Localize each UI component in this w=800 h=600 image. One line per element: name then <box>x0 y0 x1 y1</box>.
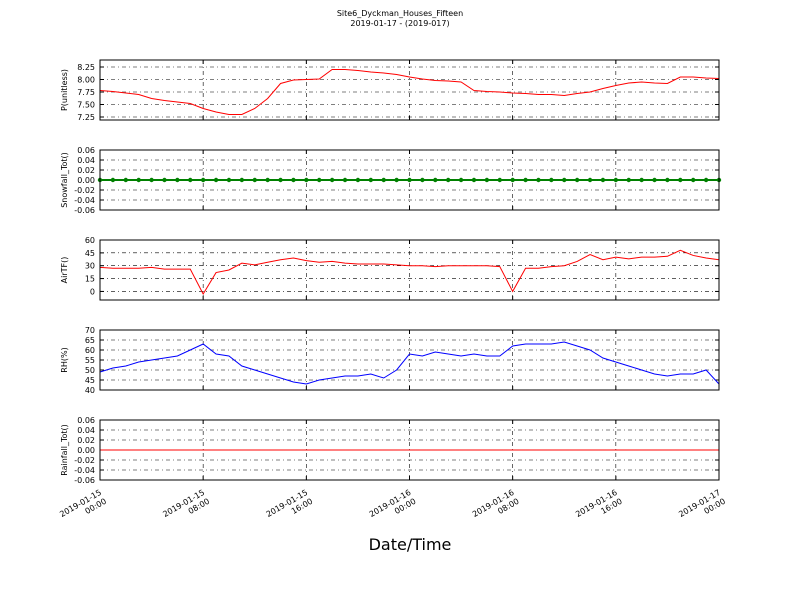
data-line <box>99 249 720 296</box>
data-point <box>510 177 515 183</box>
y-tick-label: 0.00 <box>77 446 95 455</box>
data-point <box>626 177 631 183</box>
y-tick-label: 7.25 <box>77 113 95 122</box>
plot-frame <box>99 419 720 481</box>
data-point <box>317 177 322 183</box>
y-tick-label: 0.06 <box>77 416 95 425</box>
data-point <box>678 177 683 183</box>
y-tick-label: -0.04 <box>74 196 95 205</box>
y-tick-label: 40 <box>85 386 95 395</box>
y-tick-label: -0.02 <box>74 456 95 465</box>
y-axis-label: Snowfall_Tot() <box>60 152 69 208</box>
y-tick-label: 8.00 <box>77 76 95 85</box>
data-point <box>149 177 154 183</box>
data-point <box>136 177 141 183</box>
data-point <box>484 177 490 183</box>
y-tick-label: 0.02 <box>77 166 95 175</box>
y-tick-label: 7.75 <box>77 88 95 97</box>
y-tick-label: -0.06 <box>74 206 95 215</box>
y-tick-label: 30 <box>85 262 95 271</box>
data-point <box>652 177 657 183</box>
data-point <box>445 177 451 183</box>
plot-frame <box>99 239 720 301</box>
data-point <box>523 177 528 183</box>
data-point <box>368 177 374 183</box>
y-tick-label: 0.04 <box>77 426 95 435</box>
data-point <box>587 177 593 183</box>
plot-frame <box>99 329 720 391</box>
data-line <box>99 341 720 385</box>
y-tick-label: 60 <box>85 346 95 355</box>
x-axis-label: Date/Time <box>369 535 452 554</box>
y-tick-label: 7.50 <box>77 101 95 110</box>
data-point <box>549 177 554 183</box>
data-point <box>342 177 348 183</box>
data-point <box>471 177 477 183</box>
y-tick-label: 0.02 <box>77 436 95 445</box>
y-tick-label: -0.02 <box>74 186 95 195</box>
data-point <box>200 177 206 183</box>
y-tick-label: 60 <box>85 236 95 245</box>
data-point <box>665 177 670 183</box>
data-point <box>691 177 696 183</box>
y-tick-label: 0 <box>90 287 95 296</box>
data-point <box>381 177 386 183</box>
data-point <box>458 177 464 183</box>
data-point <box>355 177 361 183</box>
data-point <box>420 177 425 183</box>
data-point <box>639 177 644 183</box>
y-tick-label: 45 <box>85 249 95 258</box>
data-point <box>329 177 335 183</box>
plot-frame <box>99 59 720 121</box>
y-tick-label: 0.06 <box>77 146 95 155</box>
data-point <box>562 177 567 183</box>
data-line <box>99 69 720 115</box>
data-point <box>226 177 232 183</box>
y-tick-label: 70 <box>85 326 95 335</box>
data-point <box>123 177 128 183</box>
data-point <box>536 177 541 183</box>
data-point <box>703 177 709 183</box>
y-tick-label: 65 <box>85 336 95 345</box>
data-point <box>213 177 219 183</box>
y-tick-label: 8.25 <box>77 63 95 72</box>
y-tick-label: 45 <box>85 376 95 385</box>
title: Site6_Dyckman_Houses_Fifteen <box>337 9 463 18</box>
data-point <box>394 177 399 183</box>
data-point <box>497 177 502 183</box>
data-point <box>278 177 283 183</box>
plot-frame <box>99 149 720 211</box>
data-point <box>110 177 116 183</box>
y-tick-label: 0.04 <box>77 156 95 165</box>
data-point <box>433 177 438 183</box>
data-point <box>600 177 606 183</box>
data-point <box>252 177 257 183</box>
y-tick-label: 0.00 <box>77 176 95 185</box>
y-tick-label: 50 <box>85 366 95 375</box>
y-tick-label: 15 <box>85 275 95 284</box>
data-point <box>175 177 180 183</box>
data-point <box>407 177 412 183</box>
y-axis-label: AirTF() <box>60 257 69 284</box>
data-point <box>613 177 619 183</box>
data-point <box>304 177 309 183</box>
y-tick-label: -0.06 <box>74 476 95 485</box>
data-point <box>188 177 193 183</box>
y-axis-label: RH(%) <box>60 347 69 372</box>
data-point <box>239 177 245 183</box>
data-point <box>291 177 296 183</box>
subtitle: 2019-01-17 - (2019-017) <box>350 19 449 28</box>
y-tick-label: -0.04 <box>74 466 95 475</box>
data-point <box>265 177 270 183</box>
data-point <box>162 177 167 183</box>
y-axis-label: Rainfall_Tot() <box>60 424 69 476</box>
y-tick-label: 55 <box>85 356 95 365</box>
y-axis-label: P(unitless) <box>60 69 69 111</box>
data-point <box>574 177 580 183</box>
